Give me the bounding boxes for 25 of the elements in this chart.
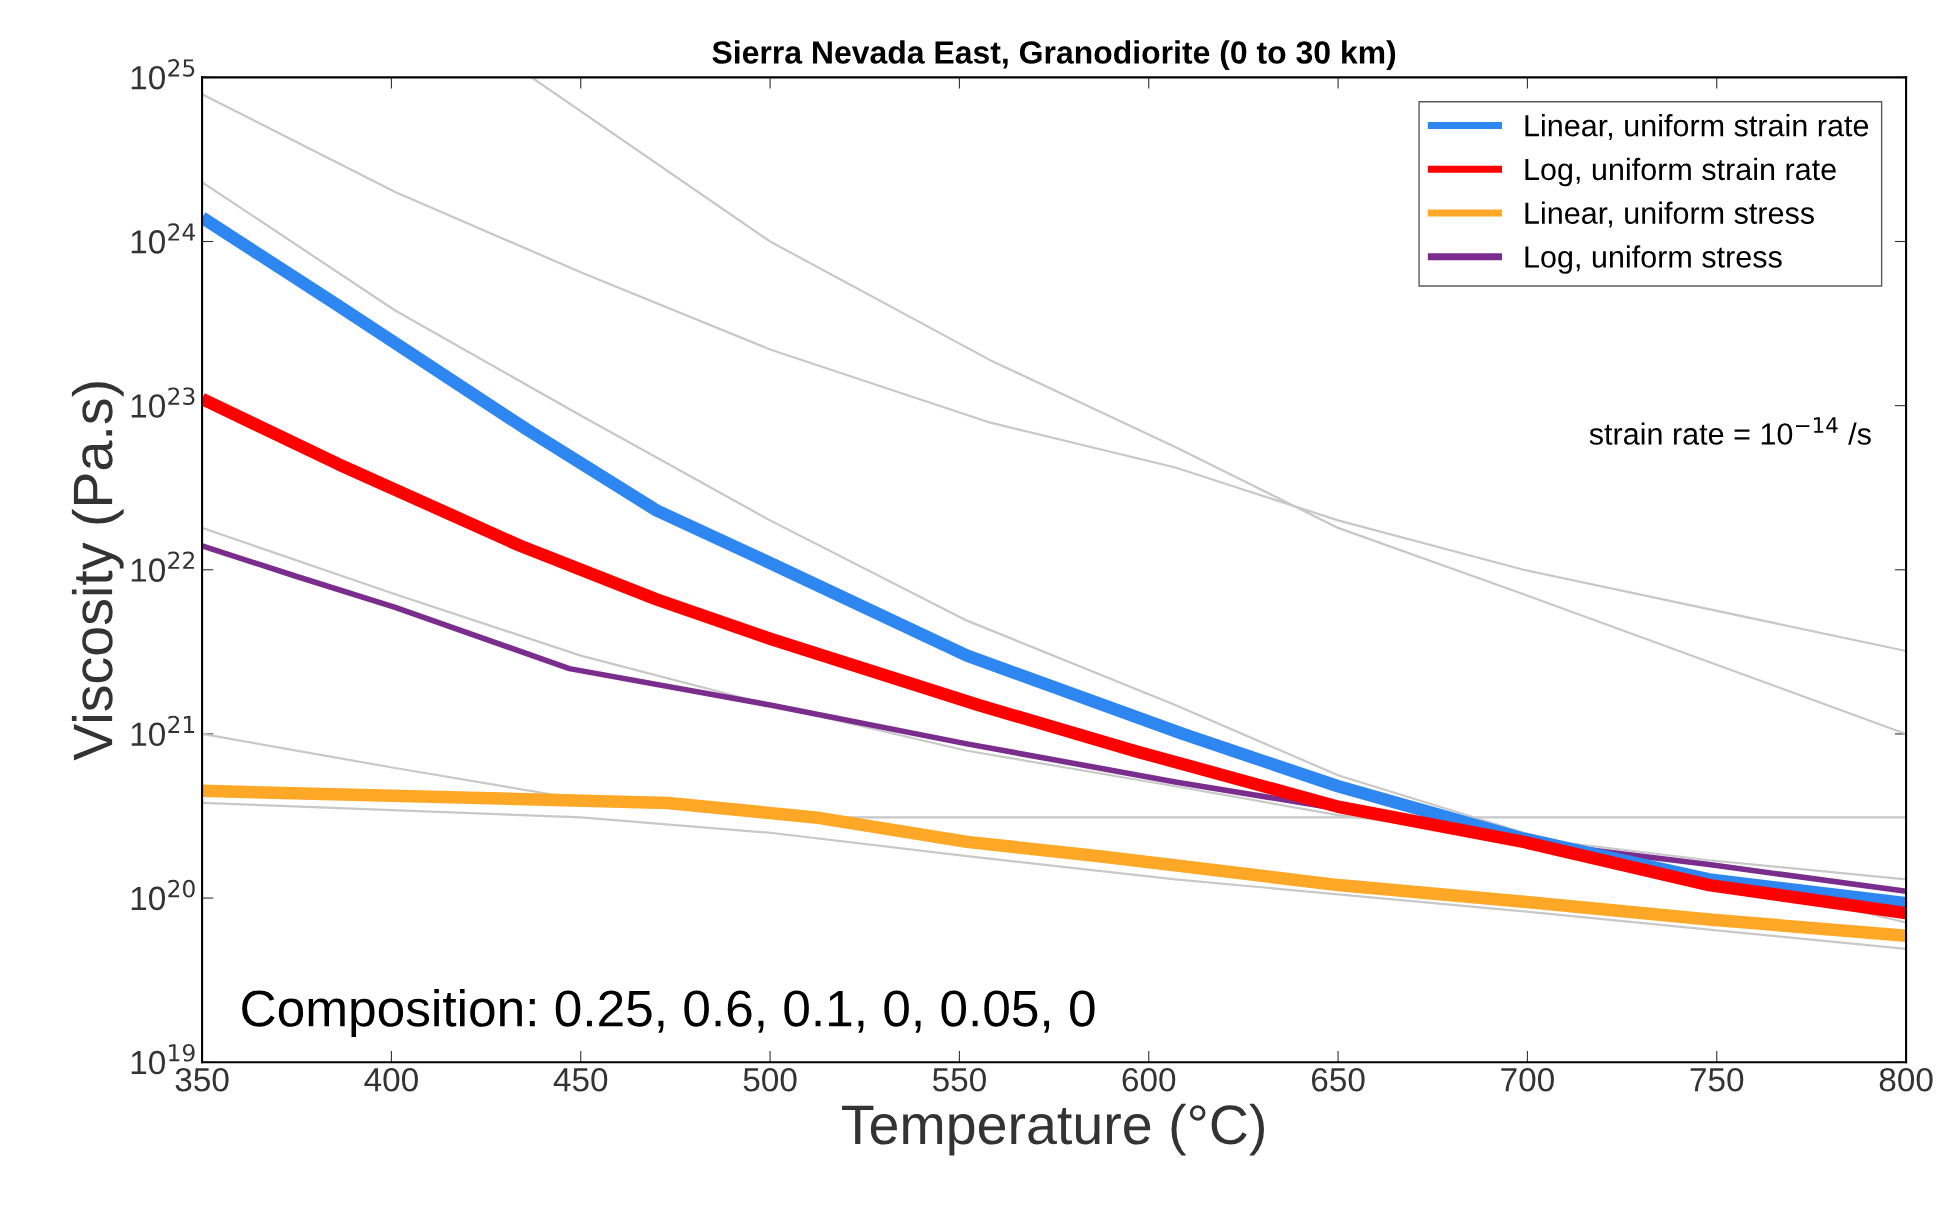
x-tick-label: 700 [1501,1067,1554,1092]
x-tick-label: 550 [932,1067,986,1092]
y-tick-label: 10$^{22}$ [131,551,194,582]
annotation: strain rate = 10$^{−14}$ /s [1589,417,1871,445]
legend-label: Linear, uniform stress [1525,201,1814,228]
y-tick-label: 10$^{24}$ [131,223,195,254]
x-tick-label: 450 [553,1067,608,1092]
x-tick-label: 800 [1879,1067,1933,1092]
annotation: Composition: 0.25, 0.6, 0.1, 0, 0.05, 0 [242,989,1095,1037]
y-tick-label: 10$^{21}$ [131,715,195,747]
y-tick-label: 10$^{25}$ [131,59,195,90]
y-tick-label: 10$^{20}$ [131,879,195,911]
x-axis-title: Temperature (°C) [842,1103,1264,1156]
line-series [202,801,1907,951]
x-tick-label: 750 [1690,1067,1744,1092]
chart-title: Sierra Nevada East, Granodiorite (0 to 30 km) [712,40,1396,71]
x-tick-label: 500 [743,1067,797,1092]
y-tick-label: 10$^{23}$ [131,387,195,418]
x-tick-label: 600 [1122,1067,1176,1092]
y-axis-title: Viscosity (Pa.s) [71,382,124,761]
legend-label: Log, uniform strain rate [1525,157,1836,187]
x-tick-label: 650 [1311,1067,1365,1092]
legend-label: Log, uniform stress [1525,245,1782,274]
legend-label: Linear, uniform strain rate [1525,114,1869,141]
x-tick-label: 400 [364,1067,418,1092]
